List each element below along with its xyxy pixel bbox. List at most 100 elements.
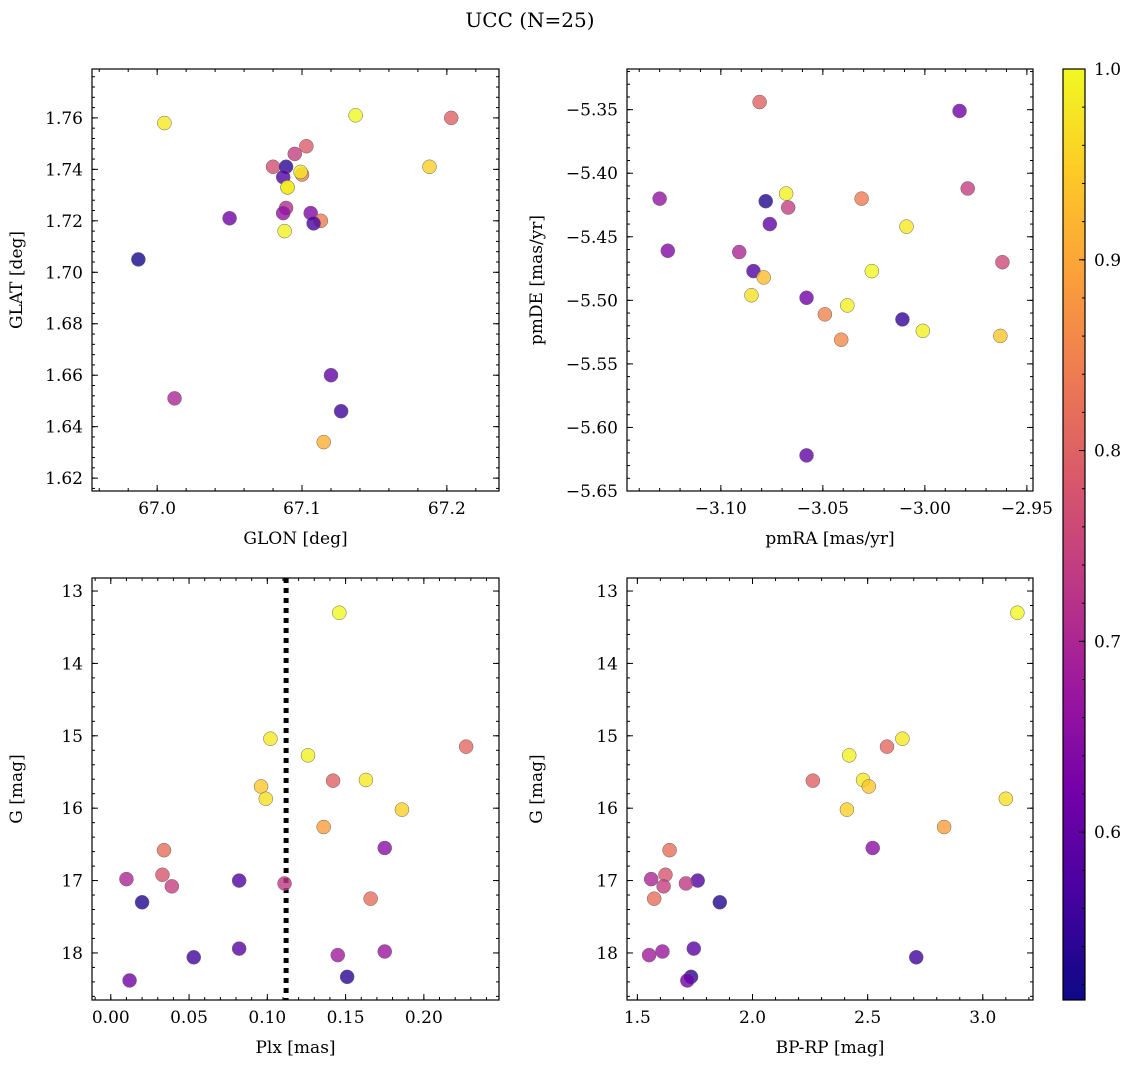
scatter-point (265, 159, 281, 175)
scatter-point (833, 332, 849, 347)
plot-frame (626, 68, 1034, 492)
scatter-point (656, 879, 671, 894)
x-tick-label: −3.05 (797, 499, 849, 519)
scatter-point (363, 891, 378, 906)
x-tick-label: 67.0 (138, 499, 176, 519)
x-tick-label: 1.5 (624, 1008, 651, 1028)
scatter-point (839, 802, 855, 817)
colorbar-tick-label: 0.9 (1094, 251, 1121, 271)
scatter-point (993, 328, 1008, 344)
scatter-point (915, 323, 931, 339)
scatter-point (275, 205, 291, 221)
scatter-point (263, 731, 278, 746)
y-tick-label: −5.35 (566, 101, 618, 121)
colorbar-gradient (1062, 68, 1086, 1001)
scatter-point (306, 216, 321, 231)
x-tick-label: 2.5 (854, 1008, 881, 1028)
scatter-point (333, 403, 349, 419)
scatter-point (332, 605, 347, 620)
scatter-point (758, 193, 773, 209)
scatter-point (995, 254, 1010, 270)
x-tick-label: −2.95 (1001, 499, 1053, 519)
panel-glon-glat: 67.0 67.1 67.2 1.62 1.64 1.66 1.68 1.70 1.72 1.74… (7, 68, 500, 549)
y-axis-label: G [mag] (527, 754, 547, 823)
colorbar-tick-label: 0.8 (1094, 442, 1121, 462)
scatter-point (348, 108, 363, 123)
scatter-point (680, 973, 695, 988)
scatter-point (960, 181, 975, 196)
x-tick-label: 0.20 (405, 1008, 443, 1028)
scatter-point (131, 252, 146, 267)
scatter-point (167, 391, 182, 406)
scatter-point (277, 876, 292, 891)
y-tick-label: 14 (61, 654, 83, 674)
y-axis-label: G [mag] (7, 754, 27, 823)
y-tick-label: −5.65 (566, 482, 618, 502)
y-tick-label: 18 (61, 944, 83, 964)
scatter-points (652, 94, 1010, 463)
panel-bprp-g: 1.5 2.0 2.5 3.0 13 14 15 16 17 18 BP-RP [mag] G [ma… (527, 577, 1034, 1058)
scatter-point (861, 779, 877, 794)
y-tick-label: 1.66 (45, 366, 83, 386)
colorbar-tick-label: 0.7 (1094, 632, 1121, 652)
y-tick-label: 1.70 (45, 263, 83, 283)
scatter-point (660, 243, 676, 259)
plot-frame (626, 577, 1034, 1001)
x-tick-label: −3.00 (899, 499, 951, 519)
x-tick-label: 2.0 (739, 1008, 766, 1028)
y-tick-label: 15 (61, 727, 83, 747)
y-tick-label: 1.76 (45, 109, 83, 129)
scatter-point (652, 191, 667, 206)
scatter-point (258, 791, 274, 807)
y-tick-label: 17 (596, 872, 618, 892)
scatter-point (299, 138, 314, 154)
y-tick-label: 13 (596, 582, 618, 602)
y-tick-label: 16 (596, 799, 618, 819)
scatter-point (458, 739, 474, 754)
scatter-point (686, 941, 702, 956)
colorbar-tick-label: 0.6 (1094, 823, 1121, 843)
scatter-point (1010, 605, 1025, 620)
scatter-point (646, 891, 662, 906)
scatter-point (936, 819, 952, 835)
figure-title: UCC (N=25) (465, 8, 594, 32)
plot-frame (91, 577, 500, 1001)
y-axis-label: pmDE [mas/yr] (527, 215, 547, 345)
x-axis-label: GLON [deg] (243, 529, 347, 549)
scatter-point (222, 210, 237, 226)
scatter-point (865, 840, 880, 856)
scatter-point (662, 842, 677, 858)
scatter-point (253, 779, 269, 794)
scatter-point (157, 115, 172, 131)
scatter-point (339, 969, 355, 985)
panel-plx-g: 0.00 0.05 0.10 0.15 0.20 13 14 15 16 17 18 Plx [mas… (7, 577, 500, 1058)
scatter-point (231, 873, 247, 888)
scatter-point (655, 944, 670, 959)
scatter-point (122, 973, 137, 988)
x-tick-label: 0.05 (170, 1008, 208, 1028)
x-tick-label: 67.1 (283, 499, 321, 519)
scatter-point (998, 791, 1014, 807)
panel-pmra-pmde: −3.10 −3.05 −3.00 −2.95 −5.65 −5.60 −5.55 −5.50… (527, 68, 1053, 549)
scatter-point (864, 263, 880, 279)
scatter-point (358, 772, 374, 788)
x-tick-label: 0.15 (327, 1008, 365, 1028)
y-tick-label: 16 (61, 799, 83, 819)
panels: 67.0 67.1 67.2 1.62 1.64 1.66 1.68 1.70 1.72 1.74… (7, 68, 1053, 1058)
scatter-point (841, 748, 857, 763)
scatter-point (895, 312, 910, 327)
y-tick-label: −5.60 (566, 418, 618, 438)
scatter-point (156, 842, 172, 858)
scatter-point (752, 94, 767, 110)
scatter-point (712, 895, 728, 910)
scatter-point (155, 867, 170, 883)
scatter-point (780, 200, 796, 215)
y-tick-label: 1.72 (45, 212, 83, 232)
colorbar-tick-label: 1.0 (1094, 60, 1121, 80)
scatter-point (908, 950, 924, 965)
y-tick-label: 18 (596, 944, 618, 964)
scatter-point (287, 146, 303, 162)
scatter-point (762, 216, 778, 232)
y-tick-label: 1.68 (45, 315, 83, 335)
